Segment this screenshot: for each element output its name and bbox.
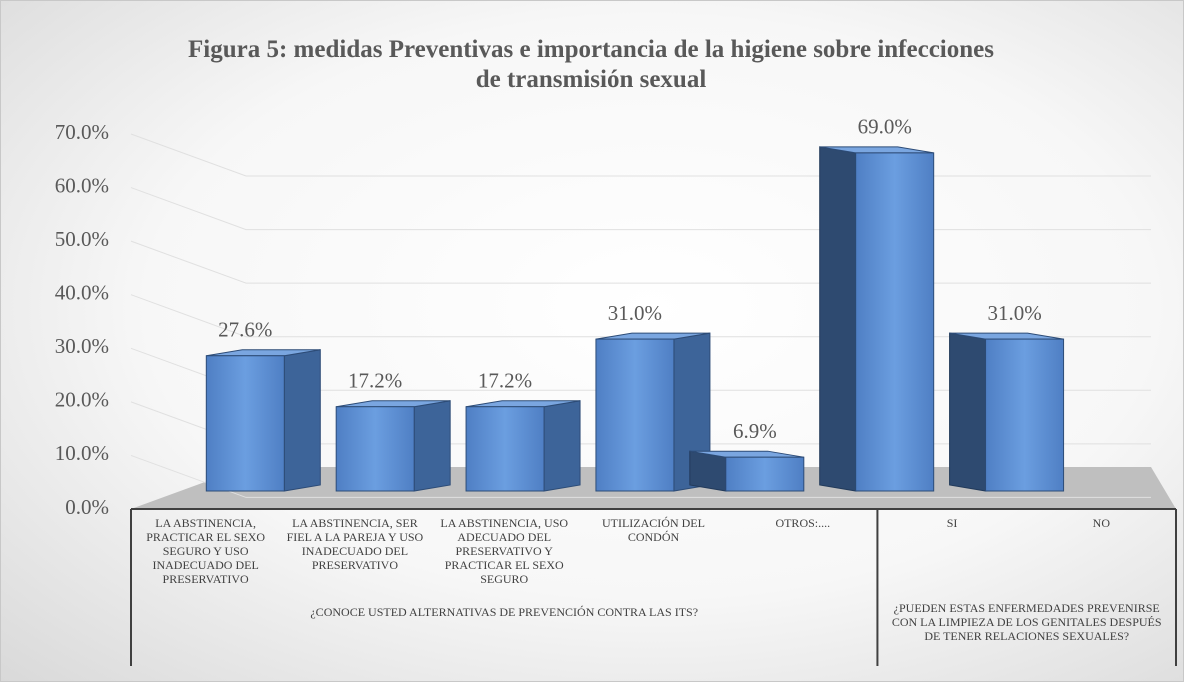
value-label: 27.6% [218, 318, 272, 342]
bar-front [335, 406, 415, 492]
bar-front [205, 355, 285, 492]
bar-side [949, 332, 987, 492]
value-label: 17.2% [348, 369, 402, 393]
x-tick-label: NO [1092, 516, 1111, 530]
y-tick-label: 30.0% [55, 334, 109, 358]
x-tick-label: SI [946, 516, 958, 530]
bar-side [283, 349, 321, 492]
group-label: ¿PUEDEN ESTAS ENFERMEDADES PREVENIRSE CO… [891, 601, 1162, 643]
bar [949, 332, 1065, 492]
bar-front [595, 338, 675, 492]
y-tick-label: 50.0% [55, 227, 109, 251]
bar-front [725, 456, 805, 492]
x-tick-label: LA ABSTINENCIA, PRACTICAR EL SEXO SEGURO… [146, 516, 266, 586]
grid-line [130, 133, 1151, 177]
y-tick-label: 20.0% [55, 388, 109, 412]
x-tick-label: LA ABSTINENCIA, SER FIEL A LA PAREJA Y U… [286, 516, 424, 572]
chart-title: Figura 5: medidas Preventivas e importan… [188, 36, 994, 93]
x-tick-label: LA ABSTINENCIA, USO ADECUADO DEL PRESERV… [440, 516, 569, 586]
bar [819, 146, 935, 492]
value-label: 31.0% [987, 301, 1041, 325]
value-label: 6.9% [733, 419, 777, 443]
bar [465, 400, 581, 492]
y-tick-label: 0.0% [65, 495, 109, 519]
bar-front [855, 152, 935, 492]
bar [595, 332, 711, 492]
y-tick-label: 10.0% [55, 441, 109, 465]
bar [689, 450, 805, 492]
bar-side [543, 400, 581, 492]
y-tick-label: 60.0% [55, 173, 109, 197]
bar-side [689, 450, 727, 492]
y-tick-label: 70.0% [55, 120, 109, 144]
bar-side [819, 146, 857, 492]
bar-front [985, 338, 1065, 492]
value-label: 31.0% [608, 301, 662, 325]
bar [205, 349, 321, 492]
x-tick-label: OTROS:.... [775, 516, 831, 530]
grid-line [130, 454, 1151, 498]
value-label: 69.0% [858, 115, 912, 139]
y-tick-label: 40.0% [55, 281, 109, 305]
bar-front [465, 406, 545, 492]
group-label: ¿CONOCE USTED ALTERNATIVAS DE PREVENCIÓN… [310, 605, 699, 619]
bar-side [413, 400, 451, 492]
grid-line [130, 240, 1151, 284]
x-tick-label: UTILIZACIÓN DEL CONDÓN [601, 516, 705, 544]
value-label: 17.2% [478, 369, 532, 393]
bar [335, 400, 451, 492]
grid-line [130, 187, 1151, 231]
